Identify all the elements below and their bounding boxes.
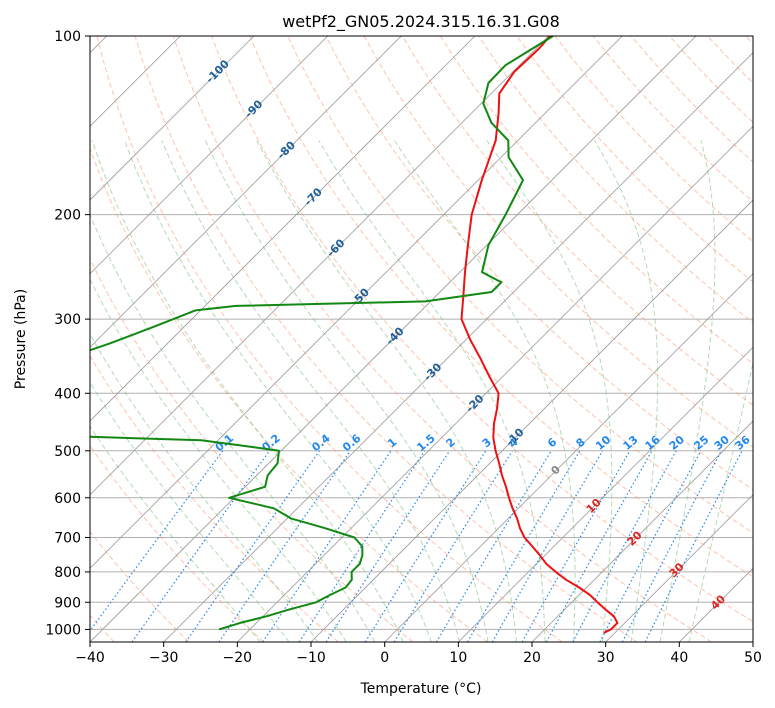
- data-series: [90, 36, 619, 634]
- isotherm-line: [384, 273, 753, 642]
- isotherm-line: [90, 36, 549, 496]
- temperature-profile-line: [460, 36, 619, 634]
- moist-adiabat-line: [486, 140, 613, 642]
- moist-adiabat-line: [688, 360, 753, 642]
- moist-adiabat-line: [659, 140, 716, 642]
- isotherm-line: [90, 36, 697, 642]
- x-tick-label: 50: [744, 650, 762, 666]
- dry-adiabat-line: [172, 36, 712, 642]
- moist-adiabat-line: [256, 140, 517, 642]
- plot-area: 0.1 0.2 0.4 0.6 1 1.5 2 3 4 6 8 10 13 16 20 25 30 36-100-…: [89, 35, 754, 643]
- dry-adiabat-line: [325, 36, 753, 491]
- moist-adiabat-line: [124, 140, 432, 642]
- mixing-ratio-line: [435, 450, 552, 642]
- x-tick-label: −30: [149, 650, 179, 666]
- dry-adiabat-line: [90, 147, 488, 642]
- dry-adiabat-line: [439, 36, 753, 365]
- y-tick-label: 500: [54, 444, 81, 460]
- y-tick-label: 800: [54, 565, 81, 581]
- moist-adiabat-line: [161, 140, 461, 642]
- y-tick-label: 400: [54, 386, 81, 402]
- isotherm-line: [90, 36, 623, 569]
- background-lines: [90, 36, 753, 642]
- dry-adiabat-line: [90, 257, 414, 642]
- mixing-ratio-line: [325, 450, 451, 642]
- x-tick-label: 40: [670, 650, 688, 666]
- moist-adiabat-line: [594, 140, 659, 642]
- chart-title: wetPf2_GN05.2024.315.16.31.G08: [282, 12, 560, 32]
- dry-adiabat-line: [249, 36, 753, 578]
- moist-adiabat-line: [90, 425, 261, 642]
- mixing-ratio-line: [644, 450, 743, 642]
- isotherm-line: [458, 346, 753, 642]
- moist-adiabat-line: [318, 140, 546, 642]
- moist-adiabat-line: [90, 278, 347, 642]
- y-tick-label: 600: [54, 491, 81, 507]
- mixing-ratio-line: [298, 450, 426, 642]
- mixing-ratio-line: [90, 450, 224, 632]
- moist-adiabat-line: [90, 381, 290, 642]
- mixing-ratio-line: [572, 450, 677, 642]
- isotherm-line: [90, 36, 402, 348]
- mixing-ratio-line: [218, 450, 351, 642]
- dry-adiabat-line: [90, 444, 264, 642]
- dry-adiabat-line: [90, 354, 339, 642]
- dewpoint-profile-line: [90, 36, 554, 631]
- x-tick-label: −40: [75, 650, 105, 666]
- moist-adiabat-line: [91, 140, 404, 642]
- mixing-ratio-line: [131, 450, 271, 642]
- dry-adiabat-line: [516, 36, 753, 283]
- dry-adiabat-line: [401, 36, 753, 406]
- x-axis: −40 −30 −20 −10 0 10 20 30 40 50: [75, 642, 762, 666]
- isotherm-line: [90, 36, 255, 201]
- mixing-ratio-line: [262, 450, 392, 642]
- y-axis: 100 200 300 400 500 600 700 800 900 1000: [45, 29, 90, 638]
- moist-adiabat-line: [90, 213, 376, 642]
- y-tick-label: 300: [54, 312, 81, 328]
- isotherm-line: [605, 494, 753, 642]
- mixing-ratio-line: [185, 450, 321, 642]
- mixing-ratio-line: [599, 450, 702, 642]
- moist-adiabat-line: [90, 332, 319, 642]
- moist-adiabat-line: [204, 140, 489, 642]
- x-axis-title: Temperature (°C): [360, 681, 482, 697]
- y-tick-label: 100: [54, 29, 81, 45]
- dry-adiabat-line: [134, 36, 638, 642]
- x-tick-label: −10: [296, 650, 326, 666]
- y-axis-title: Pressure (hPa): [13, 289, 29, 389]
- x-tick-label: 10: [449, 650, 467, 666]
- y-tick-label: 200: [54, 208, 81, 224]
- y-tick-label: 1000: [45, 622, 81, 638]
- x-tick-label: 30: [597, 650, 615, 666]
- dry-adiabat-line: [90, 530, 190, 642]
- isotherm-line: [163, 52, 753, 642]
- mixing-ratio-line: [491, 450, 604, 642]
- moist-adiabat-line: [393, 140, 576, 642]
- mixing-ratio-line: [621, 450, 722, 642]
- x-tick-label: 20: [523, 650, 541, 666]
- dry-adiabat-line: [211, 36, 753, 623]
- dry-adiabat-line: [96, 36, 563, 642]
- mixing-ratio-line: [466, 450, 581, 642]
- x-tick-label: 0: [380, 650, 389, 666]
- isotherm-line: [237, 125, 753, 642]
- isotherm-line: [531, 420, 753, 642]
- isotherm-line: [90, 36, 328, 275]
- isotherm-line: [90, 36, 476, 422]
- y-tick-label: 900: [54, 595, 81, 611]
- x-tick-label: −20: [223, 650, 253, 666]
- y-tick-label: 700: [54, 531, 81, 547]
- mixing-ratio-line: [545, 450, 653, 642]
- plot-frame: [89, 35, 754, 643]
